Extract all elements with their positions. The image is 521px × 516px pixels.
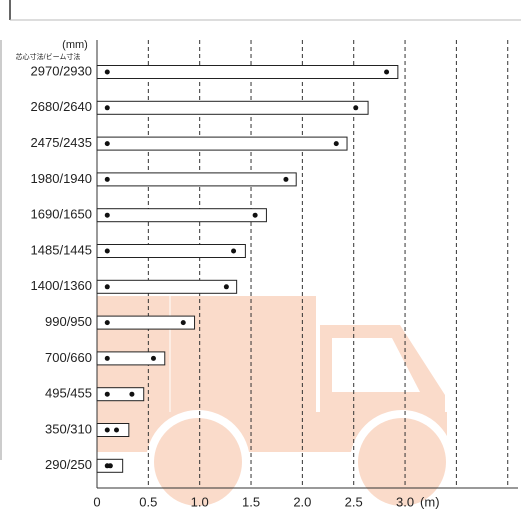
- dot: [231, 248, 237, 254]
- bar: [96, 136, 348, 151]
- dot: [283, 176, 289, 182]
- dot: [104, 355, 110, 361]
- y-tick-label: 1400/1360: [31, 278, 92, 293]
- y-tick-label: 290/250: [45, 457, 92, 472]
- y-tick-label: 1980/1940: [31, 171, 92, 186]
- x-tick-label: 0.5: [139, 494, 157, 509]
- x-tick-label: 2.0: [293, 494, 311, 509]
- dot: [104, 212, 110, 218]
- dot: [180, 320, 186, 326]
- y-tick-label: 350/310: [45, 421, 92, 436]
- y-tick-label: 2970/2930: [31, 63, 92, 78]
- dot: [114, 427, 120, 433]
- dot: [333, 141, 339, 147]
- x-tick-label: 0: [93, 494, 100, 509]
- x-unit: (m): [420, 494, 440, 509]
- dot: [104, 427, 110, 433]
- x-tick-label: 3.0: [396, 494, 414, 509]
- x-tick-label: 1.5: [242, 494, 260, 509]
- bar: [96, 351, 166, 366]
- dot: [104, 284, 110, 290]
- dot: [104, 69, 110, 75]
- dot: [104, 391, 110, 397]
- dot: [104, 320, 110, 326]
- dot: [223, 284, 229, 290]
- y-tick-label: 990/950: [45, 314, 92, 329]
- dot: [104, 248, 110, 254]
- y-tick-label: 1485/1445: [31, 242, 92, 257]
- dot: [104, 105, 110, 111]
- y-tick-label: 1690/1650: [31, 207, 92, 222]
- header-bar: [0, 0, 521, 460]
- dot: [107, 463, 113, 469]
- y-tick-label: 700/660: [45, 350, 92, 365]
- unit-label: (mm): [62, 39, 88, 51]
- dot: [353, 105, 359, 111]
- dot: [129, 391, 135, 397]
- bar: [96, 423, 130, 437]
- dot: [104, 176, 110, 182]
- bar: [96, 65, 399, 79]
- y-tick-label: 495/455: [45, 386, 92, 401]
- bar: [96, 244, 246, 258]
- bar: [96, 387, 145, 402]
- dot: [104, 141, 110, 147]
- y-tick-label: 2680/2640: [31, 99, 92, 114]
- category-header: 芯心寸法/ビーム寸法: [16, 52, 81, 61]
- bar: [96, 172, 297, 187]
- x-tick-label: 2.5: [345, 494, 363, 509]
- y-tick-label: 2475/2435: [31, 135, 92, 150]
- bar: [96, 279, 238, 294]
- dot: [384, 69, 390, 75]
- bar: [96, 208, 267, 223]
- x-tick-label: 1.0: [191, 494, 209, 509]
- dot: [150, 355, 156, 361]
- bar: [96, 315, 196, 330]
- bar: [96, 100, 369, 115]
- dot: [252, 212, 258, 218]
